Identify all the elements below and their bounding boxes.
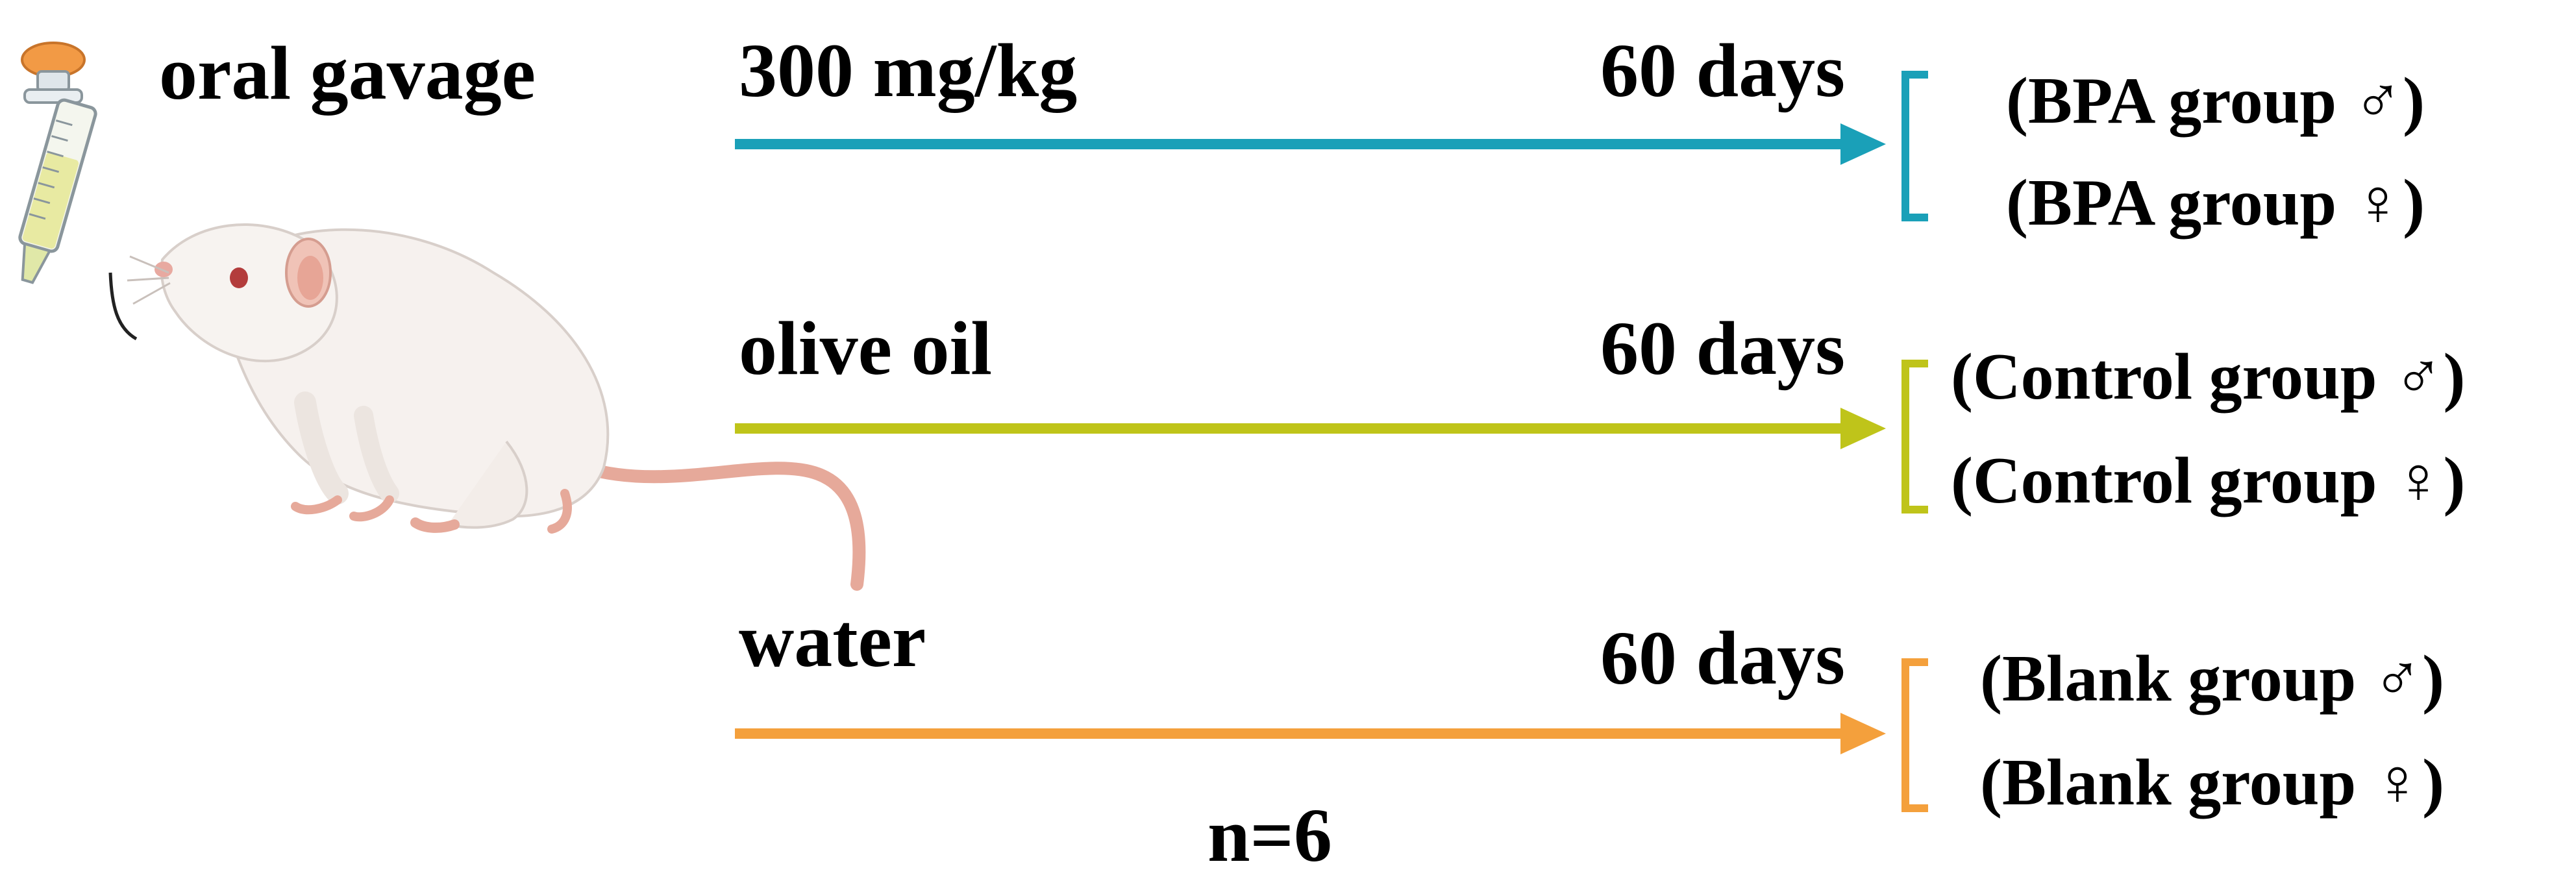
group-label-female: (Control group ♀): [1951, 444, 2466, 517]
group-label-female: (Blank group ♀): [1980, 746, 2445, 819]
sample-size-label: n=6: [1208, 793, 1332, 878]
treatment-dose-label: olive oil: [739, 306, 993, 391]
treatment-duration-label: 60 days: [1600, 615, 1846, 700]
group-bracket: [1901, 360, 1928, 514]
group-bracket: [1901, 71, 1928, 221]
rat-illustration: [127, 223, 866, 591]
group-label-female: (BPA group ♀): [2006, 166, 2425, 240]
treatment-dose-label: 300 mg/kg: [739, 28, 1078, 113]
treatment-duration-label: 60 days: [1600, 28, 1846, 113]
group-label-male: (Control group ♂): [1951, 340, 2466, 414]
group-label-male: (Blank group ♂): [1980, 642, 2445, 715]
treatment-arrow-head: [1840, 713, 1886, 754]
treatment-arrow-head: [1840, 408, 1886, 449]
group-bracket: [1901, 658, 1928, 812]
administration-label: oral gavage: [159, 31, 536, 116]
treatment-duration-label: 60 days: [1600, 306, 1846, 391]
syringe-icon: [18, 42, 138, 341]
treatment-dose-label: water: [739, 598, 926, 683]
treatment-arrows: [735, 71, 1928, 812]
group-label-male: (BPA group ♂): [2006, 64, 2425, 138]
treatment-arrow-head: [1840, 123, 1886, 165]
